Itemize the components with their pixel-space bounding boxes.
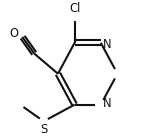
Text: N: N — [103, 97, 111, 110]
Text: N: N — [103, 38, 111, 51]
Text: O: O — [10, 27, 19, 40]
Text: S: S — [40, 123, 47, 136]
Text: Cl: Cl — [69, 2, 80, 15]
